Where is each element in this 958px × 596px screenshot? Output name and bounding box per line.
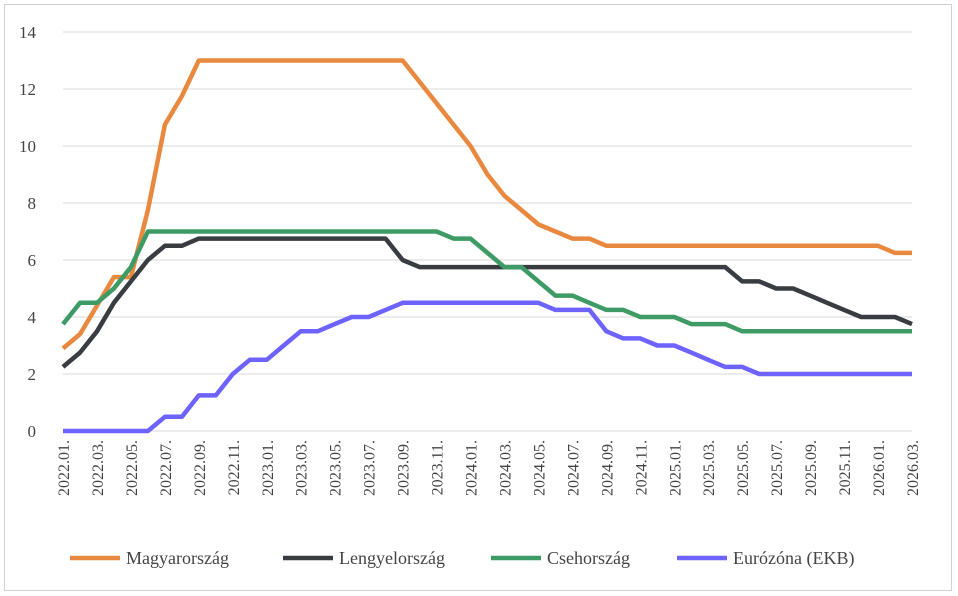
x-tick-label: 2025.05.	[735, 440, 752, 496]
y-tick-label: 0	[28, 422, 37, 441]
y-tick-label: 12	[19, 80, 36, 99]
series-line-1	[61, 236, 913, 369]
legend-label: Magyarország	[126, 548, 229, 568]
x-tick-label: 2026.03.	[905, 440, 922, 496]
x-tick-label: 2024.07.	[565, 440, 582, 496]
y-tick-label: 2	[28, 365, 37, 384]
x-tick-label: 2025.11.	[837, 440, 854, 495]
x-tick-label: 2025.03.	[701, 440, 718, 496]
chart-frame	[4, 4, 952, 591]
x-tick-label: 2024.11.	[633, 440, 650, 495]
x-tick-label: 2023.05.	[328, 440, 345, 496]
y-tick-label: 6	[28, 251, 37, 270]
series-line-2	[61, 229, 912, 334]
legend-label: Csehország	[547, 548, 630, 568]
x-tick-label: 2022.01.	[56, 440, 73, 496]
y-tick-label: 8	[28, 194, 37, 213]
x-tick-label: 2022.07.	[158, 440, 175, 496]
x-tick-label: 2023.09.	[396, 440, 413, 496]
x-tick-label: 2022.03.	[90, 440, 107, 496]
x-tick-label: 2022.05.	[124, 440, 141, 496]
legend-label: Lengyelország	[339, 548, 445, 568]
x-tick-label: 2024.03.	[497, 440, 514, 496]
y-tick-label: 10	[19, 137, 36, 156]
x-tick-label: 2023.11.	[430, 440, 447, 495]
x-tick-label: 2024.01.	[464, 440, 481, 496]
legend-label: Eurózóna (EKB)	[733, 548, 854, 569]
x-tick-label: 2025.01.	[667, 440, 684, 496]
x-tick-label: 2023.07.	[362, 440, 379, 496]
x-tick-label: 2026.01.	[871, 440, 888, 496]
x-tick-label: 2025.07.	[769, 440, 786, 496]
y-tick-label: 14	[19, 23, 37, 42]
y-tick-label: 4	[28, 308, 37, 327]
x-tick-label: 2023.01.	[260, 440, 277, 496]
x-tick-label: 2024.05.	[531, 440, 548, 496]
series-line-0	[61, 58, 912, 351]
x-tick-label: 2022.09.	[192, 440, 209, 496]
x-tick-label: 2023.03.	[294, 440, 311, 496]
series-line-3	[63, 300, 912, 434]
x-tick-label: 2024.09.	[599, 440, 616, 496]
x-tick-label: 2022.11.	[226, 440, 243, 495]
x-tick-label: 2025.09.	[803, 440, 820, 496]
